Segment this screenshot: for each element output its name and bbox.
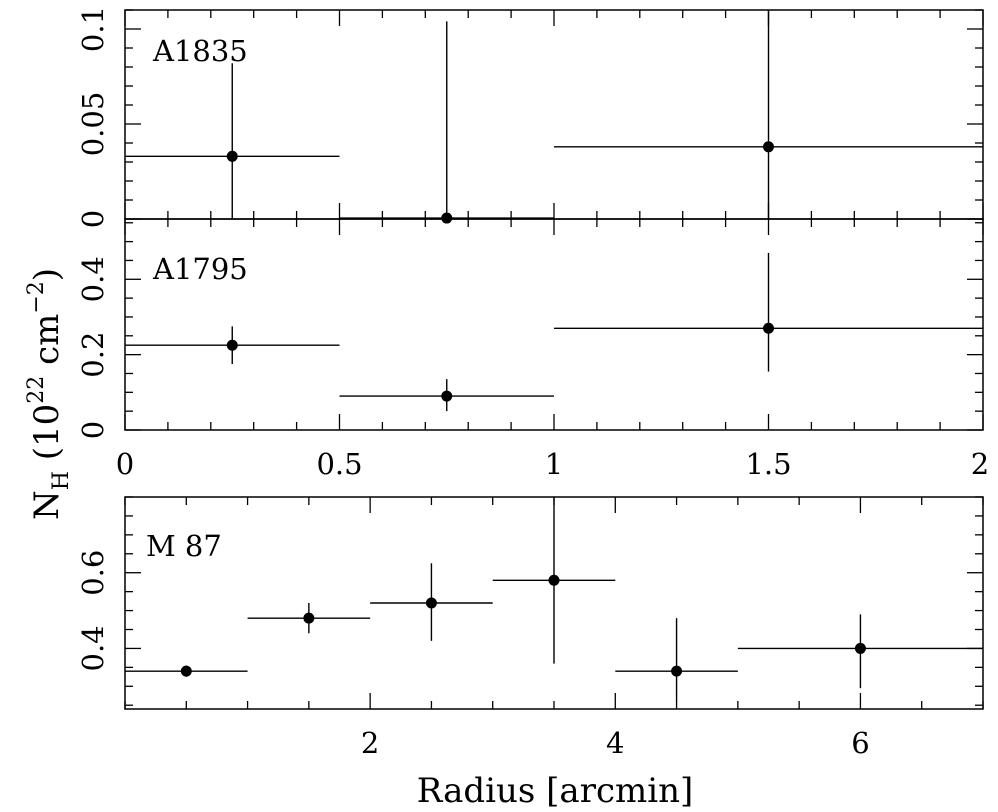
- y-axis-title: NH (1022 cm−2): [24, 268, 74, 520]
- data-point-a1795: [226, 339, 238, 351]
- data-point-a1835: [763, 141, 774, 153]
- chart-marks: 0 0.05 0.1 0 0.2 0.4 0 0.5 1 1.5 2 0.4 0.6 2 4 6: [76, 6, 989, 760]
- x-tick-label-m87: 6: [851, 726, 869, 760]
- panel-a1835-frame: [124, 9, 984, 220]
- y-tick-label-a1835: 0.05: [76, 92, 110, 157]
- y-tick-label-a1795: 0.4: [76, 256, 110, 302]
- y-tick-label-a1795: 0.2: [76, 332, 110, 378]
- data-point-a1835: [226, 150, 238, 162]
- data-point-m87: [425, 597, 437, 609]
- y-tick-label-a1795: 0: [76, 421, 110, 439]
- data-point-a1795: [763, 322, 774, 334]
- y-axis-title-exponent: 22: [24, 376, 49, 404]
- y-axis-title-close: ): [27, 268, 67, 281]
- y-axis-title-open: (10: [27, 404, 67, 471]
- y-tick-label-m87: 0.4: [76, 625, 110, 671]
- panel-label-m87: M 87: [146, 529, 222, 563]
- x-axis-title: Radius [arcmin]: [417, 771, 694, 811]
- x-tick-label-a1795: 1.5: [745, 447, 791, 481]
- svg-text:NH (1022 cm−2): NH (1022 cm−2): [24, 268, 74, 520]
- panel-label-a1795: A1795: [152, 252, 248, 286]
- data-point-m87: [854, 642, 866, 654]
- x-tick-label-a1795: 2: [971, 447, 989, 481]
- y-axis-title-unit: cm: [27, 314, 67, 376]
- x-tick-label-a1795: 0: [116, 447, 134, 481]
- data-point-m87: [180, 665, 192, 677]
- y-axis-title-unit-exponent: −2: [24, 281, 49, 313]
- x-tick-label-a1795: 0.5: [316, 447, 362, 481]
- x-tick-label-m87: 4: [606, 726, 624, 760]
- panel-label-a1835: A1835: [152, 34, 248, 68]
- y-axis-title-n: N: [27, 490, 67, 520]
- panel-a1795-frame: [124, 218, 984, 431]
- y-tick-label-a1835: 0.1: [76, 6, 110, 52]
- data-point-m87: [671, 665, 683, 677]
- y-tick-label-a1835: 0: [76, 210, 110, 228]
- x-tick-label-a1795: 1: [545, 447, 563, 481]
- data-point-m87: [548, 574, 560, 586]
- data-point-a1835: [441, 212, 453, 224]
- data-point-m87: [303, 612, 315, 624]
- y-tick-label-m87: 0.6: [76, 550, 110, 596]
- x-tick-label-m87: 2: [361, 726, 379, 760]
- data-point-a1795: [441, 390, 453, 402]
- y-axis-title-h-subscript: H: [49, 471, 74, 490]
